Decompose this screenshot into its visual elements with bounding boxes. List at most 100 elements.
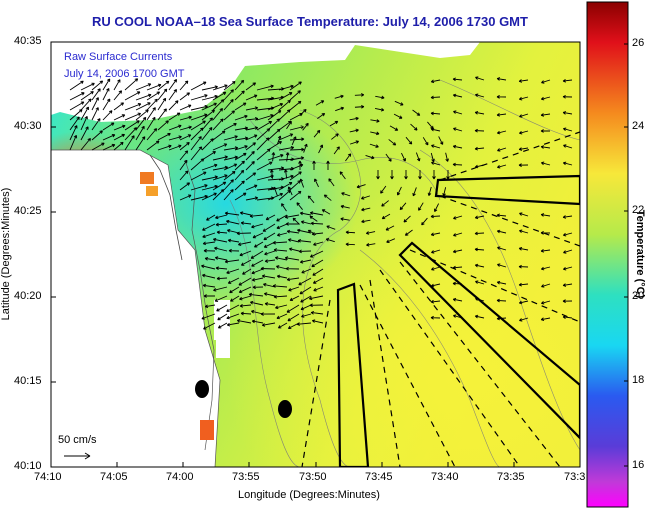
current-vector-arrow <box>292 217 300 225</box>
current-vector-arrow <box>286 277 300 282</box>
current-vector-arrow <box>245 150 255 161</box>
current-vector-arrow <box>91 118 101 131</box>
current-vector-arrow <box>245 142 256 151</box>
current-vector-arrow <box>540 213 551 217</box>
current-vector-arrow <box>452 77 463 82</box>
current-vector-arrow <box>124 127 138 141</box>
current-vector-arrow <box>224 259 240 264</box>
current-vector-arrow <box>251 259 264 267</box>
current-vector-arrow <box>80 137 91 151</box>
current-vector-arrow <box>370 119 380 123</box>
current-vector-arrow <box>168 89 177 101</box>
x-tick: 73:50 <box>299 471 327 483</box>
current-vector-arrow <box>349 128 359 133</box>
current-vector-arrow <box>203 322 216 330</box>
current-vector-arrow <box>540 161 551 166</box>
current-vector-arrow <box>283 169 288 179</box>
y-tick: 40:30 <box>14 120 42 132</box>
current-vector-arrow <box>430 127 441 132</box>
current-vector-arrow <box>245 117 259 121</box>
current-vector-arrow <box>284 256 300 261</box>
current-vector-arrow <box>190 158 205 171</box>
current-vector-arrow <box>239 304 252 308</box>
current-vector-arrow <box>245 126 259 131</box>
current-vector-arrow <box>190 104 208 111</box>
current-vector-arrow <box>223 89 234 101</box>
current-vector-arrow <box>251 277 264 282</box>
current-vector-arrow <box>540 145 551 149</box>
current-vector-arrow <box>497 246 507 251</box>
current-vector-arrow <box>418 170 422 180</box>
current-vector-arrow <box>179 159 188 171</box>
current-vector-arrow <box>475 76 485 81</box>
current-vector-arrow <box>223 163 238 171</box>
current-vector-arrow <box>430 232 441 237</box>
current-vector-arrow <box>430 315 441 320</box>
current-vector-arrow <box>234 192 247 201</box>
current-vector-arrow <box>298 249 312 254</box>
current-vector-arrow <box>341 192 351 197</box>
current-vector-arrow <box>168 100 179 111</box>
current-vector-arrow <box>518 300 529 305</box>
current-vector-arrow <box>297 238 312 243</box>
current-vector-arrow <box>146 98 158 111</box>
current-vector-arrow <box>202 232 216 239</box>
current-vector-arrow <box>297 228 312 234</box>
current-vector-arrow <box>80 82 95 91</box>
current-vector-arrow <box>272 284 288 288</box>
current-vector-arrow <box>201 175 218 181</box>
current-vector-arrow <box>135 109 149 121</box>
current-vector-arrow <box>215 266 228 271</box>
current-vector-arrow <box>228 248 240 253</box>
current-vector-arrow <box>299 259 312 264</box>
colorbar-tick: 16 <box>632 459 645 471</box>
current-vector-arrow <box>278 182 293 191</box>
current-vector-arrow <box>223 170 236 181</box>
current-vector-arrow <box>328 178 335 187</box>
current-vector-arrow <box>432 170 436 180</box>
current-vector-arrow <box>308 295 324 301</box>
current-vector-arrow <box>361 195 371 200</box>
current-vector-arrow <box>201 117 213 131</box>
current-vector-arrow <box>212 130 226 141</box>
current-vector-arrow <box>102 78 111 91</box>
current-vector-arrow <box>157 132 171 141</box>
current-vector-arrow <box>274 256 288 261</box>
current-vector-arrow <box>215 222 228 227</box>
current-vector-arrow <box>190 194 208 201</box>
current-vector-arrow <box>212 237 228 243</box>
current-vector-arrow <box>289 125 304 131</box>
current-vector-arrow <box>168 112 181 121</box>
current-vector-arrow <box>260 266 276 271</box>
current-vector-arrow <box>256 84 274 91</box>
current-vector-arrow <box>335 106 345 112</box>
current-vector-arrow <box>289 295 300 302</box>
current-vector-arrow <box>345 230 355 235</box>
current-vector-arrow <box>497 263 507 268</box>
current-vector-arrow <box>190 120 206 131</box>
current-vector-arrow <box>251 223 264 229</box>
current-vector-arrow <box>313 241 324 246</box>
current-vector-arrow <box>354 104 365 109</box>
current-vector-arrow <box>190 136 202 151</box>
current-vector-arrow <box>157 120 169 131</box>
current-vector-arrow <box>69 92 85 101</box>
current-vector-arrow <box>318 144 324 154</box>
current-vector-arrow <box>431 249 441 254</box>
current-vector-arrow <box>309 211 324 216</box>
current-vector-arrow <box>496 298 507 303</box>
current-vector-arrow <box>312 277 324 284</box>
current-vector-arrow <box>157 144 172 151</box>
current-vector-arrow <box>135 102 151 111</box>
current-vector-arrow <box>201 138 214 151</box>
current-vector-arrow <box>399 202 407 211</box>
current-vector-arrow <box>245 82 257 91</box>
sst-field <box>51 42 580 467</box>
current-vector-arrow <box>329 120 339 127</box>
current-vector-arrow <box>157 97 167 111</box>
current-vector-arrow <box>237 241 252 246</box>
current-vector-arrow <box>251 268 264 275</box>
current-vector-arrow <box>223 135 238 141</box>
current-vector-arrow <box>270 169 274 179</box>
